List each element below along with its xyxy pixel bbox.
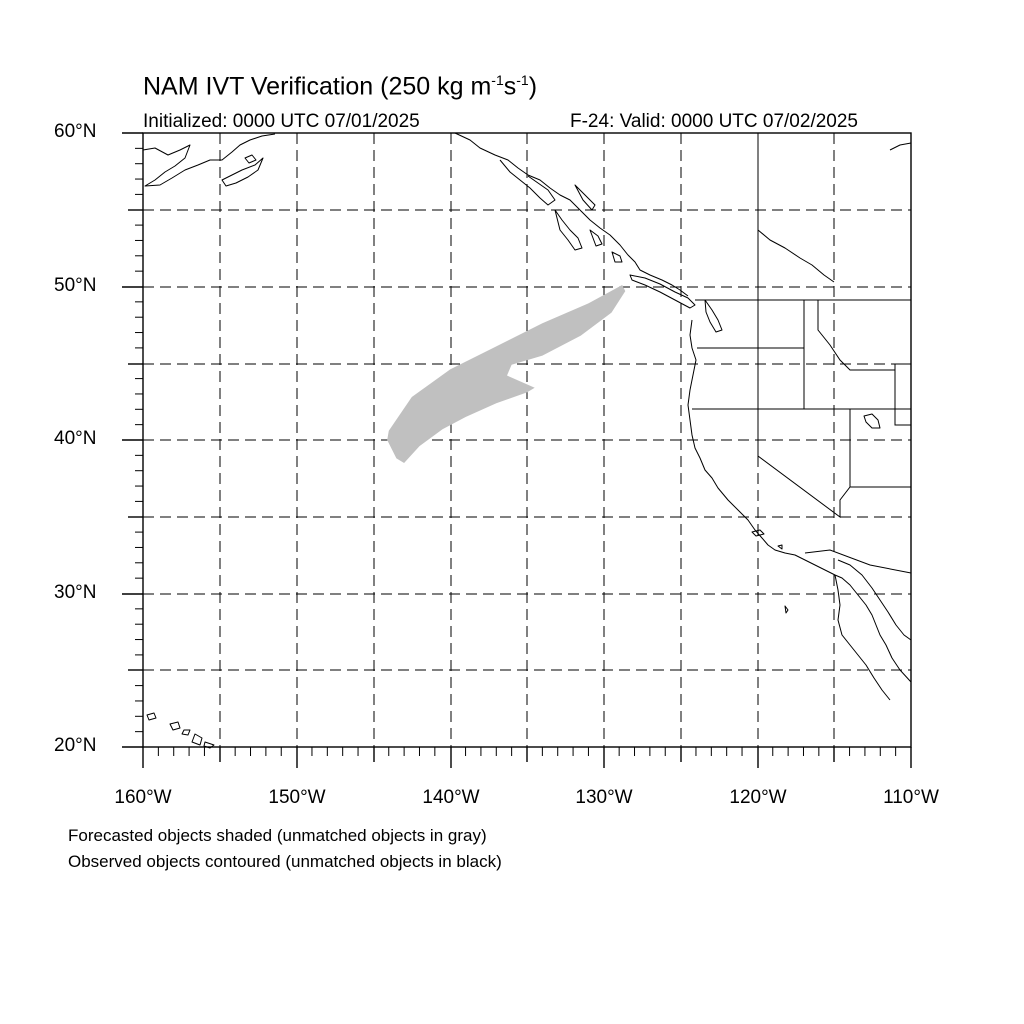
x-tick-label-120w: 120°W [729,787,787,808]
x-tick-label-160w: 160°W [114,787,172,808]
note-observed-objects: Observed objects contoured (unmatched ob… [68,852,502,871]
x-tick-label-130w: 130°W [575,787,633,808]
y-tick-label-30n: 30°N [54,582,97,603]
lat-lon-grid [143,133,911,747]
y-tick-label-20n: 20°N [54,735,97,756]
init-time-label: Initialized: 0000 UTC 07/01/2025 [143,111,420,132]
x-tick-label-150w: 150°W [268,787,326,808]
x-tick-label-140w: 140°W [422,787,480,808]
note-forecast-objects: Forecasted objects shaded (unmatched obj… [68,826,487,845]
y-tick-label-40n: 40°N [54,428,97,449]
state-boundaries [692,133,912,574]
valid-time-label: F-24: Valid: 0000 UTC 07/02/2025 [570,111,858,132]
forecast-object-unmatched [387,285,626,463]
y-tick-label-60n: 60°N [54,121,97,142]
coastlines [142,132,912,749]
major-ticks [122,132,912,768]
y-tick-label-50n: 50°N [54,275,97,296]
x-tick-label-110w: 110°W [883,787,939,808]
minor-ticks [135,147,897,756]
map-title: NAM IVT Verification (250 kg m-1s-1) [143,72,538,101]
